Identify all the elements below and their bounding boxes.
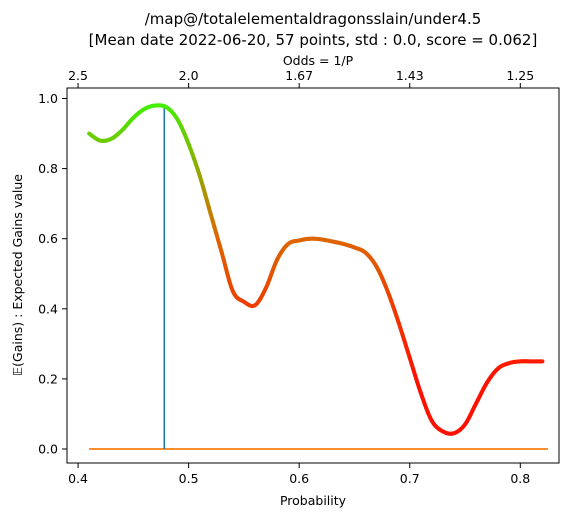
x-tick-label: 0.5 [179,471,199,486]
y-tick-label: 0.6 [38,231,58,246]
x-tick-label: 0.4 [68,471,88,486]
y-axis: 0.0 0.2 0.4 0.6 0.8 1.0 [38,91,67,456]
top-x-tick-label: 1.25 [506,68,534,83]
y-tick-label: 0.2 [38,371,58,386]
y-tick-label: 0.8 [38,161,58,176]
y-axis-label: 𝔼(Gains) : Expected Gains value [10,174,25,376]
plot-area [87,103,548,450]
x-tick-label: 0.7 [400,471,420,486]
plot-frame [66,87,560,464]
y-tick-label: 0.0 [38,441,58,456]
y-tick-label: 0.4 [38,301,58,316]
top-x-axis-label: Odds = 1/P [283,53,354,68]
top-x-tick-label: 2.0 [179,68,199,83]
x-tick-label: 0.8 [510,471,530,486]
x-tick-label: 0.6 [289,471,309,486]
top-x-tick-label: 1.43 [396,68,424,83]
expected-gains [87,103,545,436]
chart-title-line1: /map@/totalelementaldragonsslain/under4.… [145,10,482,28]
x-axis: 0.4 0.5 0.6 0.7 0.8 [68,463,530,486]
top-x-tick-label: 1.67 [285,68,313,83]
chart-title-line2: [Mean date 2022-06-20, 57 points, std : … [89,31,538,49]
y-tick-label: 1.0 [38,91,58,106]
top-x-axis: 2.5 2.0 1.67 1.43 1.25 [68,68,534,88]
x-axis-label: Probability [280,493,347,508]
top-x-tick-label: 2.5 [68,68,88,83]
